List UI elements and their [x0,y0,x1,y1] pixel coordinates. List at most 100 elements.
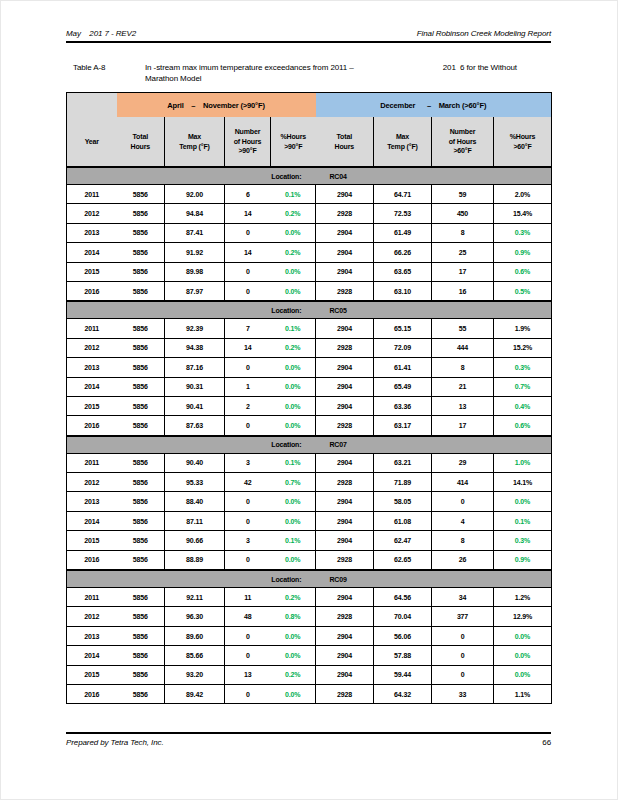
value-cell: 2928 [316,204,374,223]
year-cell: 2013 [67,626,117,645]
value-cell: 0 [225,550,271,570]
value-cell: 21 [432,377,494,396]
value-cell: 5856 [117,453,165,472]
col-header-pct-hours-60: %Hours >60°F [494,117,552,167]
year-cell: 2011 [67,319,117,338]
value-cell: 17 [432,262,494,281]
table-row: 2011585692.3970.1%290465.15551.9% [67,319,552,338]
value-cell: 66.26 [374,243,432,262]
table-caption-title: In -stream max imum temperature exceedan… [145,63,517,83]
value-cell: 87.97 [165,281,225,301]
location-label: Location: [271,441,301,448]
value-cell: 0.0% [271,377,316,396]
value-cell: 0.6% [494,416,552,436]
table-row: 2014585687.1100.0%290461.0840.1% [67,511,552,530]
col-header-max-temp-60: Max Temp (°F) [374,117,432,167]
year-cell: 2011 [67,185,117,204]
value-cell: 0.1% [271,185,316,204]
value-cell: 5856 [117,358,165,377]
value-cell: 2904 [316,396,374,415]
value-cell: 2904 [316,377,374,396]
table-row: 2016585689.4200.0%292864.32331.1% [67,684,552,703]
value-cell: 5856 [117,223,165,242]
value-cell: 5856 [117,492,165,511]
value-cell: 5856 [117,665,165,684]
value-cell: 0.0% [271,223,316,242]
value-cell: 93.20 [165,665,225,684]
value-cell: 92.11 [165,588,225,607]
value-cell: 3 [225,453,271,472]
value-cell: 1.9% [494,319,552,338]
value-cell: 87.11 [165,511,225,530]
value-cell: 5856 [117,550,165,570]
value-cell: 5856 [117,338,165,357]
value-cell: 2904 [316,262,374,281]
band-april-november: April – November (>90°F) [117,93,316,118]
year-cell: 2016 [67,281,117,301]
value-cell: 2928 [316,281,374,301]
value-cell: 0.7% [494,377,552,396]
location-value: RC09 [329,576,346,583]
value-cell: 63.17 [374,416,432,436]
table-caption: Table A-8 In -stream max imum temperatur… [66,63,551,83]
col-header-pct-hours-90: %Hours >90°F [271,117,316,167]
value-cell: 0 [225,281,271,301]
year-cell: 2016 [67,550,117,570]
value-cell: 72.53 [374,204,432,223]
value-cell: 2928 [316,607,374,626]
value-cell: 0.0% [494,626,552,645]
value-cell: 14 [225,338,271,357]
value-cell: 0.3% [494,531,552,550]
value-cell: 61.49 [374,223,432,242]
year-cell: 2012 [67,473,117,492]
table-row: 2011585692.11110.2%290464.56341.2% [67,588,552,607]
year-cell: 2012 [67,204,117,223]
value-cell: 90.40 [165,453,225,472]
location-value: RC07 [329,441,346,448]
value-cell: 450 [432,204,494,223]
value-cell: 0.0% [271,646,316,665]
table-row: 2015585690.6630.1%290462.4780.3% [67,531,552,550]
value-cell: 90.66 [165,531,225,550]
year-cell: 2011 [67,588,117,607]
table-row: 2011585690.4030.1%290463.21291.0% [67,453,552,472]
value-cell: 96.30 [165,607,225,626]
value-cell: 0.3% [494,223,552,242]
value-cell: 65.15 [374,319,432,338]
value-cell: 2904 [316,453,374,472]
caption-line1-left: In -stream max imum temperature exceedan… [145,63,354,72]
value-cell: 6 [225,185,271,204]
value-cell: 17 [432,416,494,436]
value-cell: 2 [225,396,271,415]
table-row: 2016585687.6300.0%292863.17170.6% [67,416,552,436]
value-cell: 0.0% [271,396,316,415]
value-cell: 70.04 [374,607,432,626]
value-cell: 377 [432,607,494,626]
value-cell: 64.32 [374,684,432,703]
value-cell: 5856 [117,531,165,550]
value-cell: 1.1% [494,684,552,703]
value-cell: 58.05 [374,492,432,511]
year-cell: 2013 [67,223,117,242]
header-report-title: Final Robinson Creek Modeling Report [417,29,551,38]
value-cell: 0.0% [494,665,552,684]
value-cell: 5856 [117,319,165,338]
value-cell: 5856 [117,588,165,607]
value-cell: 90.41 [165,396,225,415]
value-cell: 0.0% [271,262,316,281]
value-cell: 0.1% [271,453,316,472]
value-cell: 0.4% [494,396,552,415]
value-cell: 2928 [316,473,374,492]
value-cell: 0.0% [271,358,316,377]
value-cell: 0.0% [271,684,316,703]
value-cell: 87.41 [165,223,225,242]
year-cell: 2012 [67,607,117,626]
year-cell: 2015 [67,665,117,684]
value-cell: 0.0% [271,511,316,530]
value-cell: 0.1% [494,511,552,530]
value-cell: 63.36 [374,396,432,415]
value-cell: 5856 [117,281,165,301]
value-cell: 0.2% [271,588,316,607]
value-cell: 5856 [117,262,165,281]
location-cell: Location: RC07 [67,436,552,454]
